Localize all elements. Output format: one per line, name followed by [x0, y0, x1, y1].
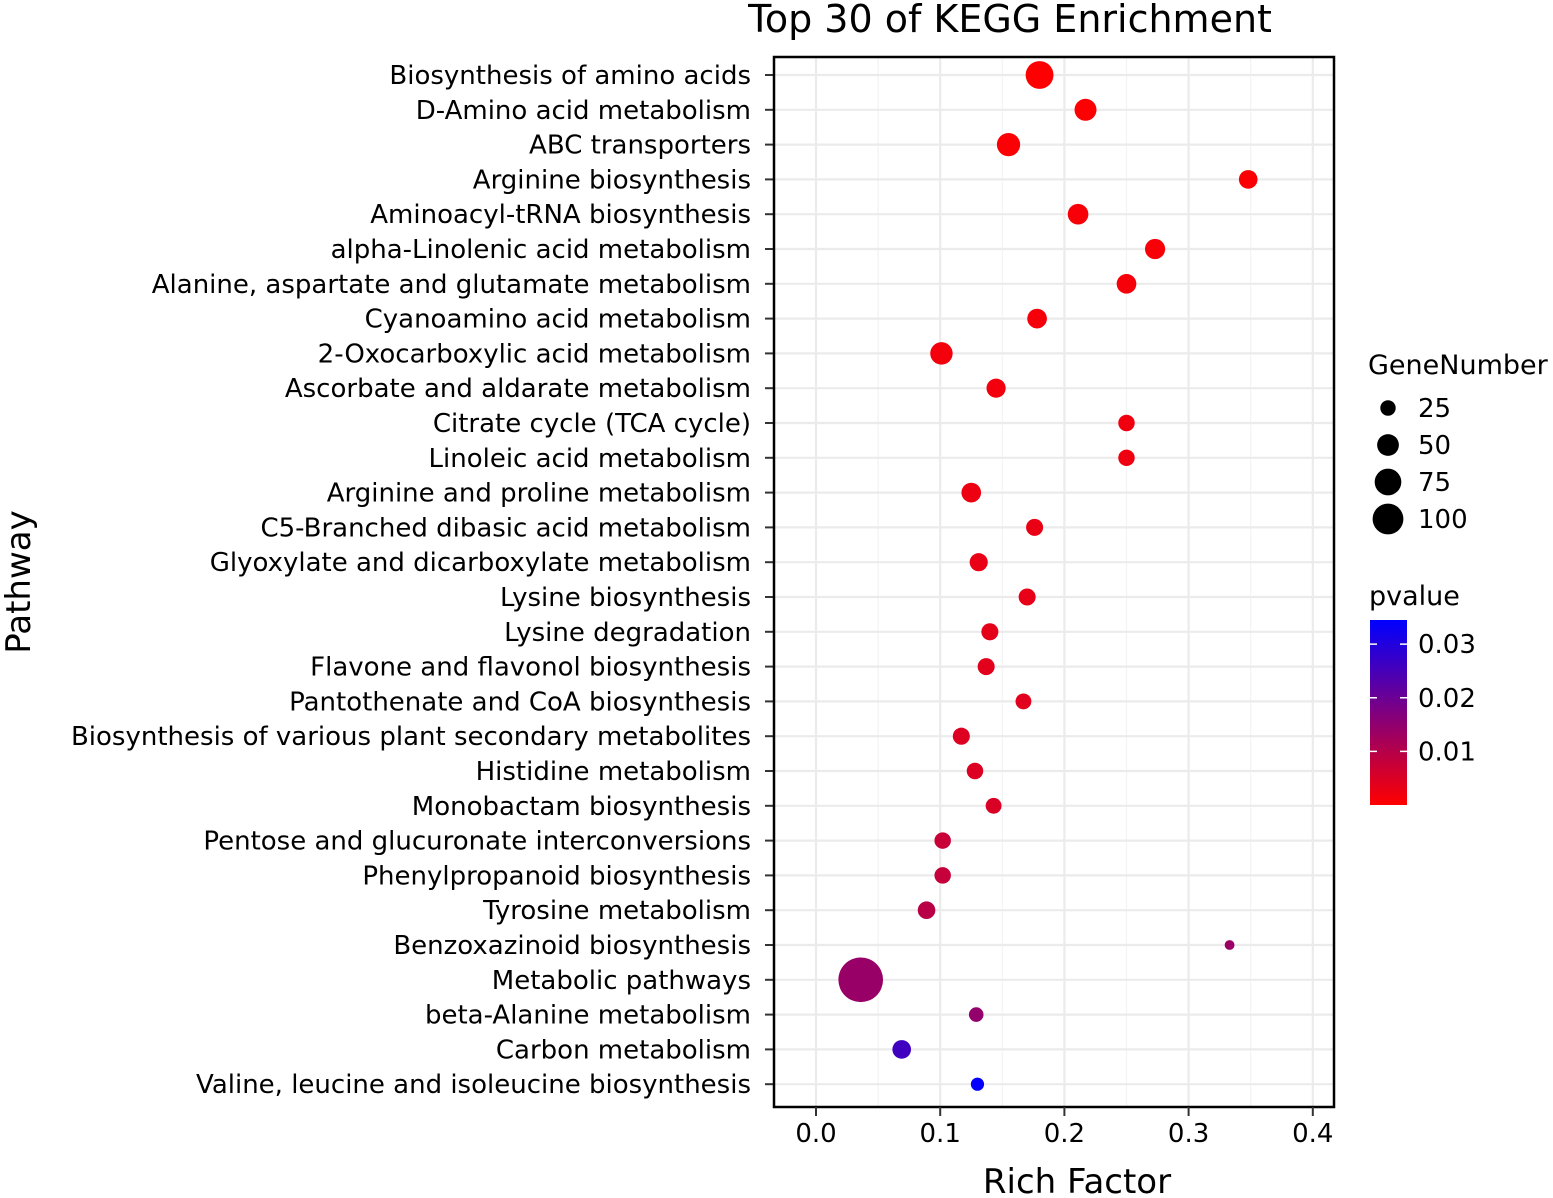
data-point	[838, 957, 884, 1003]
x-axis-title: Rich Factor	[983, 1162, 1171, 1198]
colorbar-tick-label: 0.01	[1418, 737, 1476, 767]
pathway-label: 2-Oxocarboxylic acid metabolism	[318, 339, 751, 369]
data-point	[1238, 170, 1258, 189]
pathway-label: Monobactam biosynthesis	[412, 792, 751, 822]
pathway-label: Carbon metabolism	[496, 1035, 751, 1065]
x-tick-label: 0.0	[795, 1119, 836, 1149]
data-point	[952, 727, 970, 745]
data-point	[1118, 414, 1135, 432]
pathway-label: Ascorbate and aldarate metabolism	[285, 374, 751, 404]
pathway-label: Arginine biosynthesis	[473, 165, 751, 195]
data-point	[966, 762, 984, 780]
data-point	[1074, 98, 1097, 121]
data-point	[961, 482, 982, 503]
chart-title: Top 30 of KEGG Enrichment	[747, 0, 1272, 41]
data-point	[1018, 588, 1036, 606]
pathway-label: Aminoacyl-tRNA biosynthesis	[370, 200, 751, 230]
pathway-label: Metabolic pathways	[492, 966, 751, 996]
pathway-label: Benzoxazinoid biosynthesis	[393, 931, 751, 961]
size-legend-label: 25	[1418, 394, 1451, 424]
y-axis-labels: Biosynthesis of amino acids D-Amino acid …	[71, 61, 751, 1100]
data-point	[970, 1077, 985, 1091]
size-legend-key	[1374, 468, 1402, 496]
data-points	[838, 61, 1258, 1091]
pathway-label: beta-Alanine metabolism	[425, 1001, 751, 1031]
color-legend-title: pvalue	[1369, 581, 1460, 612]
plot-panel	[774, 57, 1334, 1107]
data-point	[977, 658, 995, 676]
y-axis-title: Pathway	[0, 510, 39, 653]
pathway-label: ABC transporters	[529, 131, 751, 161]
pathway-label: Glyoxylate and dicarboxylate metabolism	[210, 548, 751, 578]
color-legend: pvalue 0.01 0.02 0.03	[1369, 581, 1476, 805]
pathway-label: Flavone and flavonol biosynthesis	[310, 653, 751, 683]
data-point	[1027, 308, 1047, 329]
x-tick-label: 0.4	[1292, 1119, 1333, 1149]
data-point	[1224, 940, 1235, 950]
pathway-label: Citrate cycle (TCA cycle)	[433, 409, 751, 439]
colorbar-tick-label: 0.02	[1418, 684, 1476, 714]
pathway-label: Linoleic acid metabolism	[429, 444, 752, 474]
data-point	[1015, 693, 1032, 710]
pathway-label: Pantothenate and CoA biosynthesis	[289, 687, 751, 717]
size-legend-key	[1380, 400, 1396, 416]
x-tick-label: 0.3	[1168, 1119, 1209, 1149]
data-point	[934, 867, 951, 884]
size-legend-label: 50	[1418, 431, 1451, 461]
data-point	[1026, 518, 1044, 536]
data-point	[981, 623, 999, 641]
colorbar-tick-label: 0.03	[1418, 630, 1476, 660]
data-point	[969, 553, 988, 572]
x-tick-label: 0.1	[920, 1119, 961, 1149]
data-point	[892, 1040, 912, 1059]
pathway-label: Arginine and proline metabolism	[327, 479, 751, 509]
pathway-label: C5-Branched dibasic acid metabolism	[260, 513, 751, 543]
pathway-label: Alanine, aspartate and glutamate metabol…	[152, 270, 751, 300]
x-tick-label: 0.2	[1044, 1119, 1085, 1149]
grid-lines	[774, 57, 1334, 1107]
data-point	[985, 797, 1002, 814]
size-legend-title: GeneNumber	[1368, 350, 1549, 381]
x-axis: 0.0 0.1 0.2 0.3 0.4	[795, 1107, 1333, 1149]
pathway-label: Valine, leucine and isoleucine biosynthe…	[196, 1070, 751, 1100]
plot-panel-border	[772, 55, 1336, 1109]
data-point	[1118, 449, 1135, 467]
pathway-label: Tyrosine metabolism	[482, 896, 751, 926]
data-point	[968, 1007, 984, 1022]
size-legend-label: 75	[1418, 468, 1451, 498]
pathway-label: Cyanoamino acid metabolism	[365, 305, 751, 335]
data-point	[934, 832, 951, 849]
data-point	[1025, 61, 1054, 89]
data-point	[1067, 203, 1089, 225]
pathway-label: D-Amino acid metabolism	[416, 96, 751, 126]
pathway-label: Biosynthesis of various plant secondary …	[71, 722, 751, 752]
pvalue-colorbar	[1370, 620, 1407, 805]
pathway-label: Lysine biosynthesis	[500, 583, 751, 613]
data-point	[996, 132, 1021, 157]
size-legend-label: 100	[1418, 505, 1468, 535]
pathway-label: Biosynthesis of amino acids	[389, 61, 751, 91]
data-point	[986, 378, 1006, 398]
pathway-label: alpha-Linolenic acid metabolism	[331, 235, 751, 265]
pathway-label: Phenylpropanoid biosynthesis	[362, 861, 751, 891]
y-axis-ticks	[765, 74, 774, 1086]
data-point	[1116, 273, 1137, 294]
pathway-label: Histidine metabolism	[476, 757, 751, 787]
size-legend-key	[1377, 434, 1399, 456]
size-legend-key	[1372, 503, 1404, 535]
data-point	[1144, 238, 1166, 260]
data-point	[917, 901, 936, 919]
pathway-label: Lysine degradation	[504, 618, 751, 648]
data-point	[930, 342, 953, 365]
size-legend: GeneNumber 25 50 75 100	[1368, 350, 1549, 535]
pathway-label: Pentose and glucuronate interconversions	[203, 827, 751, 857]
